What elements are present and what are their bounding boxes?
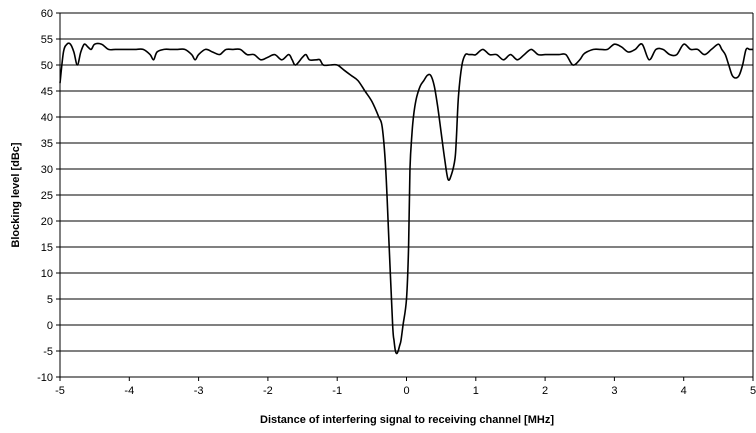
y-tick-label: -10 — [37, 372, 53, 384]
x-tick-label: 1 — [473, 385, 479, 397]
x-tick-label: -1 — [332, 385, 342, 397]
x-tick-labels: -5 -4 -3 -2 -1 0 1 2 3 4 5 — [55, 385, 756, 397]
axes — [56, 12, 754, 381]
y-tick-label: 35 — [41, 138, 53, 150]
y-tick-label: 40 — [41, 112, 53, 124]
x-axis-title: Distance of interfering signal to receiv… — [260, 414, 554, 426]
y-tick-label: 45 — [41, 86, 53, 98]
y-axis-title: Blocking level [dBc] — [10, 142, 22, 247]
y-tick-label: 0 — [47, 320, 53, 332]
blocking-level-line — [59, 42, 753, 355]
gridlines — [60, 12, 753, 378]
y-tick-label: 50 — [41, 60, 53, 72]
x-tick-label: -2 — [263, 385, 273, 397]
y-tick-label: 10 — [41, 268, 53, 280]
y-tick-labels: -10 -5 0 5 10 15 20 25 30 35 40 45 50 55 60 — [37, 8, 53, 384]
y-tick-label: 60 — [41, 8, 53, 20]
y-tick-label: 5 — [47, 294, 53, 306]
x-tick-label: -5 — [55, 385, 65, 397]
x-tick-label: 2 — [542, 385, 548, 397]
y-tick-label: 55 — [41, 34, 53, 46]
y-tick-label: 25 — [41, 190, 53, 202]
x-tick-label: 4 — [681, 385, 687, 397]
x-tick-label: 3 — [611, 385, 617, 397]
x-tick-label: 5 — [750, 385, 756, 397]
x-tick-label: -3 — [194, 385, 204, 397]
y-tick-label: 30 — [41, 164, 53, 176]
x-tick-label: -4 — [124, 385, 134, 397]
y-tick-label: 15 — [41, 242, 53, 254]
y-tick-label: -5 — [43, 346, 53, 358]
x-tick-label: 0 — [403, 385, 409, 397]
y-tick-label: 20 — [41, 216, 53, 228]
